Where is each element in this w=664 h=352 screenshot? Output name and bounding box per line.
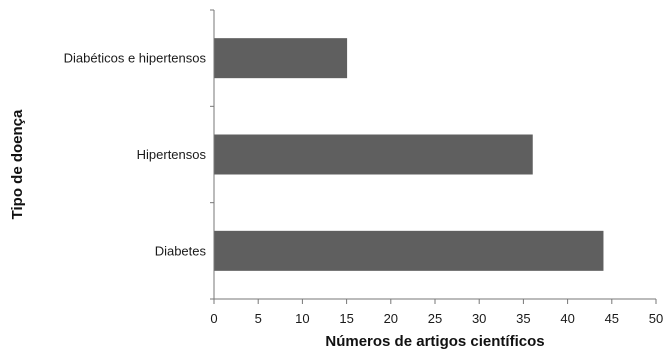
x-tick-label: 0 (210, 311, 217, 326)
x-tick-label: 40 (560, 311, 574, 326)
x-tick-label: 25 (428, 311, 442, 326)
bar (214, 230, 604, 271)
bar (214, 38, 348, 79)
x-tick-label: 45 (605, 311, 619, 326)
x-tick-label: 35 (516, 311, 530, 326)
bars-group (214, 38, 604, 271)
category-label: Diabéticos e hipertensos (64, 51, 207, 66)
x-tick-label: 5 (255, 311, 262, 326)
x-tick-label: 50 (649, 311, 663, 326)
x-tick-label: 15 (339, 311, 353, 326)
x-tick-label: 10 (295, 311, 309, 326)
x-axis-title: Números de artigos científicos (325, 333, 544, 350)
y-axis-ticks (210, 9, 214, 300)
x-tick-label: 30 (472, 311, 486, 326)
x-axis-ticks: 0 5 10 15 20 25 30 35 40 45 50 (210, 299, 663, 326)
x-tick-label: 20 (384, 311, 398, 326)
bar (214, 134, 533, 175)
category-label: Hipertensos (137, 147, 207, 162)
category-labels: Diabéticos e hipertensos Hipertensos Diabe… (64, 51, 207, 259)
category-label: Diabetes (155, 243, 207, 258)
y-axis-title: Tipo de doença (9, 109, 26, 219)
